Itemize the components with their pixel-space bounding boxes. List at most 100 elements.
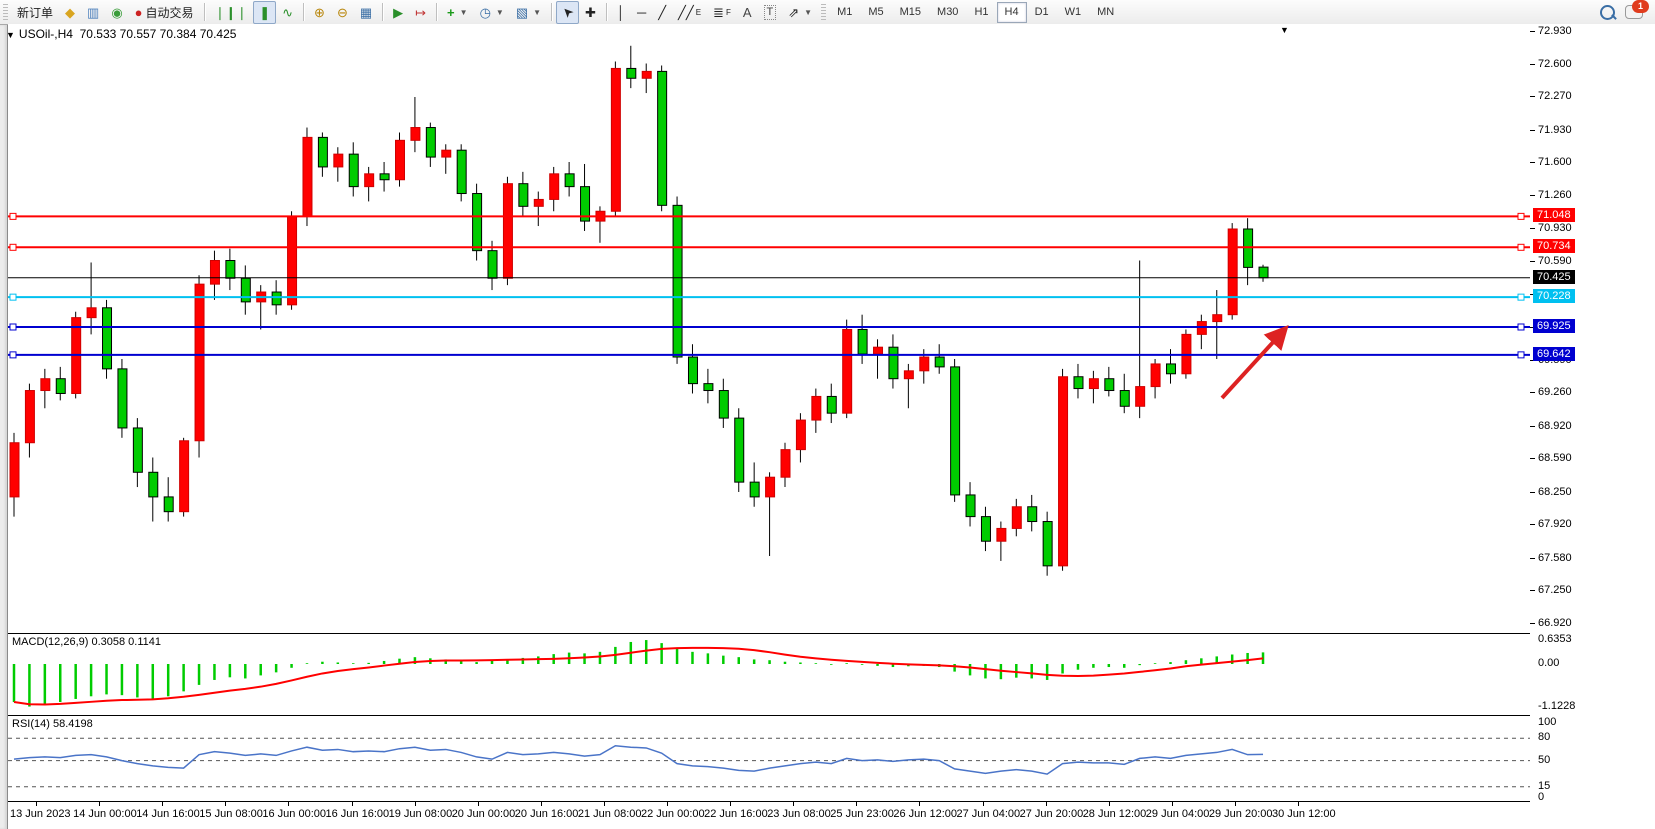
candle-body[interactable] [194, 283, 205, 442]
candle-body[interactable] [271, 291, 282, 306]
time-axis[interactable]: 13 Jun 2023 14 Jun 00:00 14 Jun 16:00 15 Ju… [8, 801, 1530, 829]
price-chart-panel[interactable] [8, 24, 1531, 631]
candle-body[interactable] [919, 356, 930, 372]
timeframe-button-h1[interactable]: H1 [974, 6, 989, 18]
candle-body[interactable] [533, 198, 544, 207]
template-chart-button[interactable]: ▧ ▼ [510, 1, 547, 24]
timeframe-button-m5[interactable]: M5 [868, 6, 884, 18]
trend-line-button[interactable]: ╱ [652, 1, 672, 24]
candle-body[interactable] [55, 378, 66, 394]
candle-body[interactable] [395, 139, 405, 181]
candle-body[interactable] [364, 173, 375, 188]
text-label-button[interactable]: T [758, 1, 783, 24]
timeframe-button-d1[interactable]: D1 [1034, 6, 1049, 18]
candle-body[interactable] [780, 449, 791, 478]
candle-body[interactable] [40, 378, 51, 392]
price-axis[interactable]: 72.930 72.600 72.270 71.930 71.600 71.260 70.9… [1530, 24, 1655, 803]
candle-body[interactable] [626, 67, 637, 79]
candle-body[interactable] [148, 471, 159, 498]
candle-body[interactable] [456, 149, 467, 195]
candle-body[interactable] [657, 70, 668, 206]
chevron-down-icon[interactable]: ▼ [495, 7, 504, 17]
candle-body[interactable] [333, 153, 344, 168]
candle-body[interactable] [24, 390, 35, 444]
candle-body[interactable] [980, 516, 991, 542]
candle-body[interactable] [472, 193, 483, 252]
candle-body[interactable] [1227, 228, 1238, 316]
candle-body[interactable] [317, 136, 328, 168]
zoom-out-button[interactable]: ⊖ [331, 1, 354, 24]
candle-body[interactable] [903, 370, 914, 380]
timeframe-button-w1[interactable]: W1 [1064, 6, 1082, 18]
candle-body[interactable] [179, 440, 190, 513]
candle-body[interactable] [950, 366, 961, 496]
trend-arrow-annotation[interactable] [1220, 325, 1289, 400]
candle-body[interactable] [795, 419, 806, 451]
line-handle[interactable] [9, 351, 17, 359]
candle-body[interactable] [549, 173, 560, 200]
auto-scroll-button[interactable]: ▶ [387, 1, 409, 24]
candle-body[interactable] [1150, 363, 1161, 388]
macd-panel[interactable]: MACD(12,26,9) 0.3058 0.1141 [8, 633, 1531, 714]
candle-body[interactable] [117, 368, 128, 429]
candle-body[interactable] [842, 328, 853, 414]
candle-body[interactable] [687, 356, 698, 385]
candle-body[interactable] [734, 417, 745, 483]
candle-body[interactable] [610, 67, 621, 212]
candle-body[interactable] [225, 260, 236, 279]
timeframe-button-m15[interactable]: M15 [899, 6, 922, 18]
candle-body[interactable] [996, 527, 1007, 542]
fibonacci-button[interactable]: ≣ F [707, 1, 737, 24]
new-order-button[interactable]: 新订单 [17, 5, 54, 20]
line-handle[interactable] [9, 243, 17, 251]
candle-body[interactable] [487, 250, 498, 279]
candle-body[interactable] [811, 395, 822, 421]
equidistant-channel-button[interactable]: ╱╱ E [672, 1, 707, 24]
chevron-down-icon[interactable]: ▼ [533, 7, 542, 17]
candle-body[interactable] [641, 70, 652, 79]
chart-collapse-icon[interactable]: ▼ [6, 30, 15, 40]
line-chart-button[interactable]: ∿ [276, 1, 299, 24]
period-clock-button[interactable]: ◷ ▼ [474, 1, 510, 24]
candle-body[interactable] [965, 494, 976, 518]
timeframe-button-m30[interactable]: M30 [937, 6, 959, 18]
autotrading-button[interactable]: ● 自动交易 [129, 1, 200, 24]
candle-body[interactable] [1058, 376, 1069, 567]
candle-body[interactable] [1011, 506, 1022, 529]
candle-body[interactable] [580, 186, 591, 222]
crosshair-button[interactable]: ✚ [579, 1, 602, 24]
tile-windows-button[interactable]: ▦ [354, 1, 378, 24]
chevron-down-icon[interactable]: ▼ [804, 7, 813, 17]
candle-body[interactable] [826, 395, 837, 414]
zoom-in-button[interactable]: ⊕ [308, 1, 331, 24]
candle-body[interactable] [1212, 314, 1223, 323]
candle-body[interactable] [9, 442, 20, 498]
metaeditor-button[interactable]: ◆ [59, 1, 81, 24]
candle-body[interactable] [672, 204, 683, 358]
line-handle[interactable] [1517, 243, 1525, 251]
chevron-down-icon[interactable]: ▼ [459, 7, 468, 17]
rsi-panel[interactable]: RSI(14) 58.4198 [8, 715, 1531, 802]
arrows-button[interactable]: ⇗ ▼ [782, 1, 818, 24]
line-handle[interactable] [1517, 351, 1525, 359]
candlestick-chart[interactable] [8, 24, 1530, 631]
text-button[interactable]: A [737, 1, 758, 24]
candle-body[interactable] [441, 149, 452, 158]
candle-body[interactable] [703, 383, 714, 392]
candle-body[interactable] [1073, 376, 1084, 390]
timeframe-button-mn[interactable]: MN [1097, 6, 1115, 18]
candle-body[interactable] [379, 173, 390, 181]
candle-body[interactable] [86, 307, 97, 319]
scroll-to-end-marker[interactable]: ▼ [1280, 25, 1289, 35]
candle-body[interactable] [934, 356, 945, 368]
timeframe-button-m1[interactable]: M1 [837, 6, 853, 18]
candle-body[interactable] [163, 496, 174, 513]
line-handle[interactable] [1517, 293, 1525, 301]
horizontal-line-button[interactable]: ─ [631, 1, 652, 24]
bar-chart-button[interactable]: ❘❙❘ [209, 1, 254, 24]
candle-body[interactable] [209, 260, 220, 285]
candle-body[interactable] [1104, 378, 1115, 392]
line-handle[interactable] [1517, 212, 1525, 220]
candle-body[interactable] [1135, 386, 1146, 407]
candle-body[interactable] [1042, 521, 1053, 567]
